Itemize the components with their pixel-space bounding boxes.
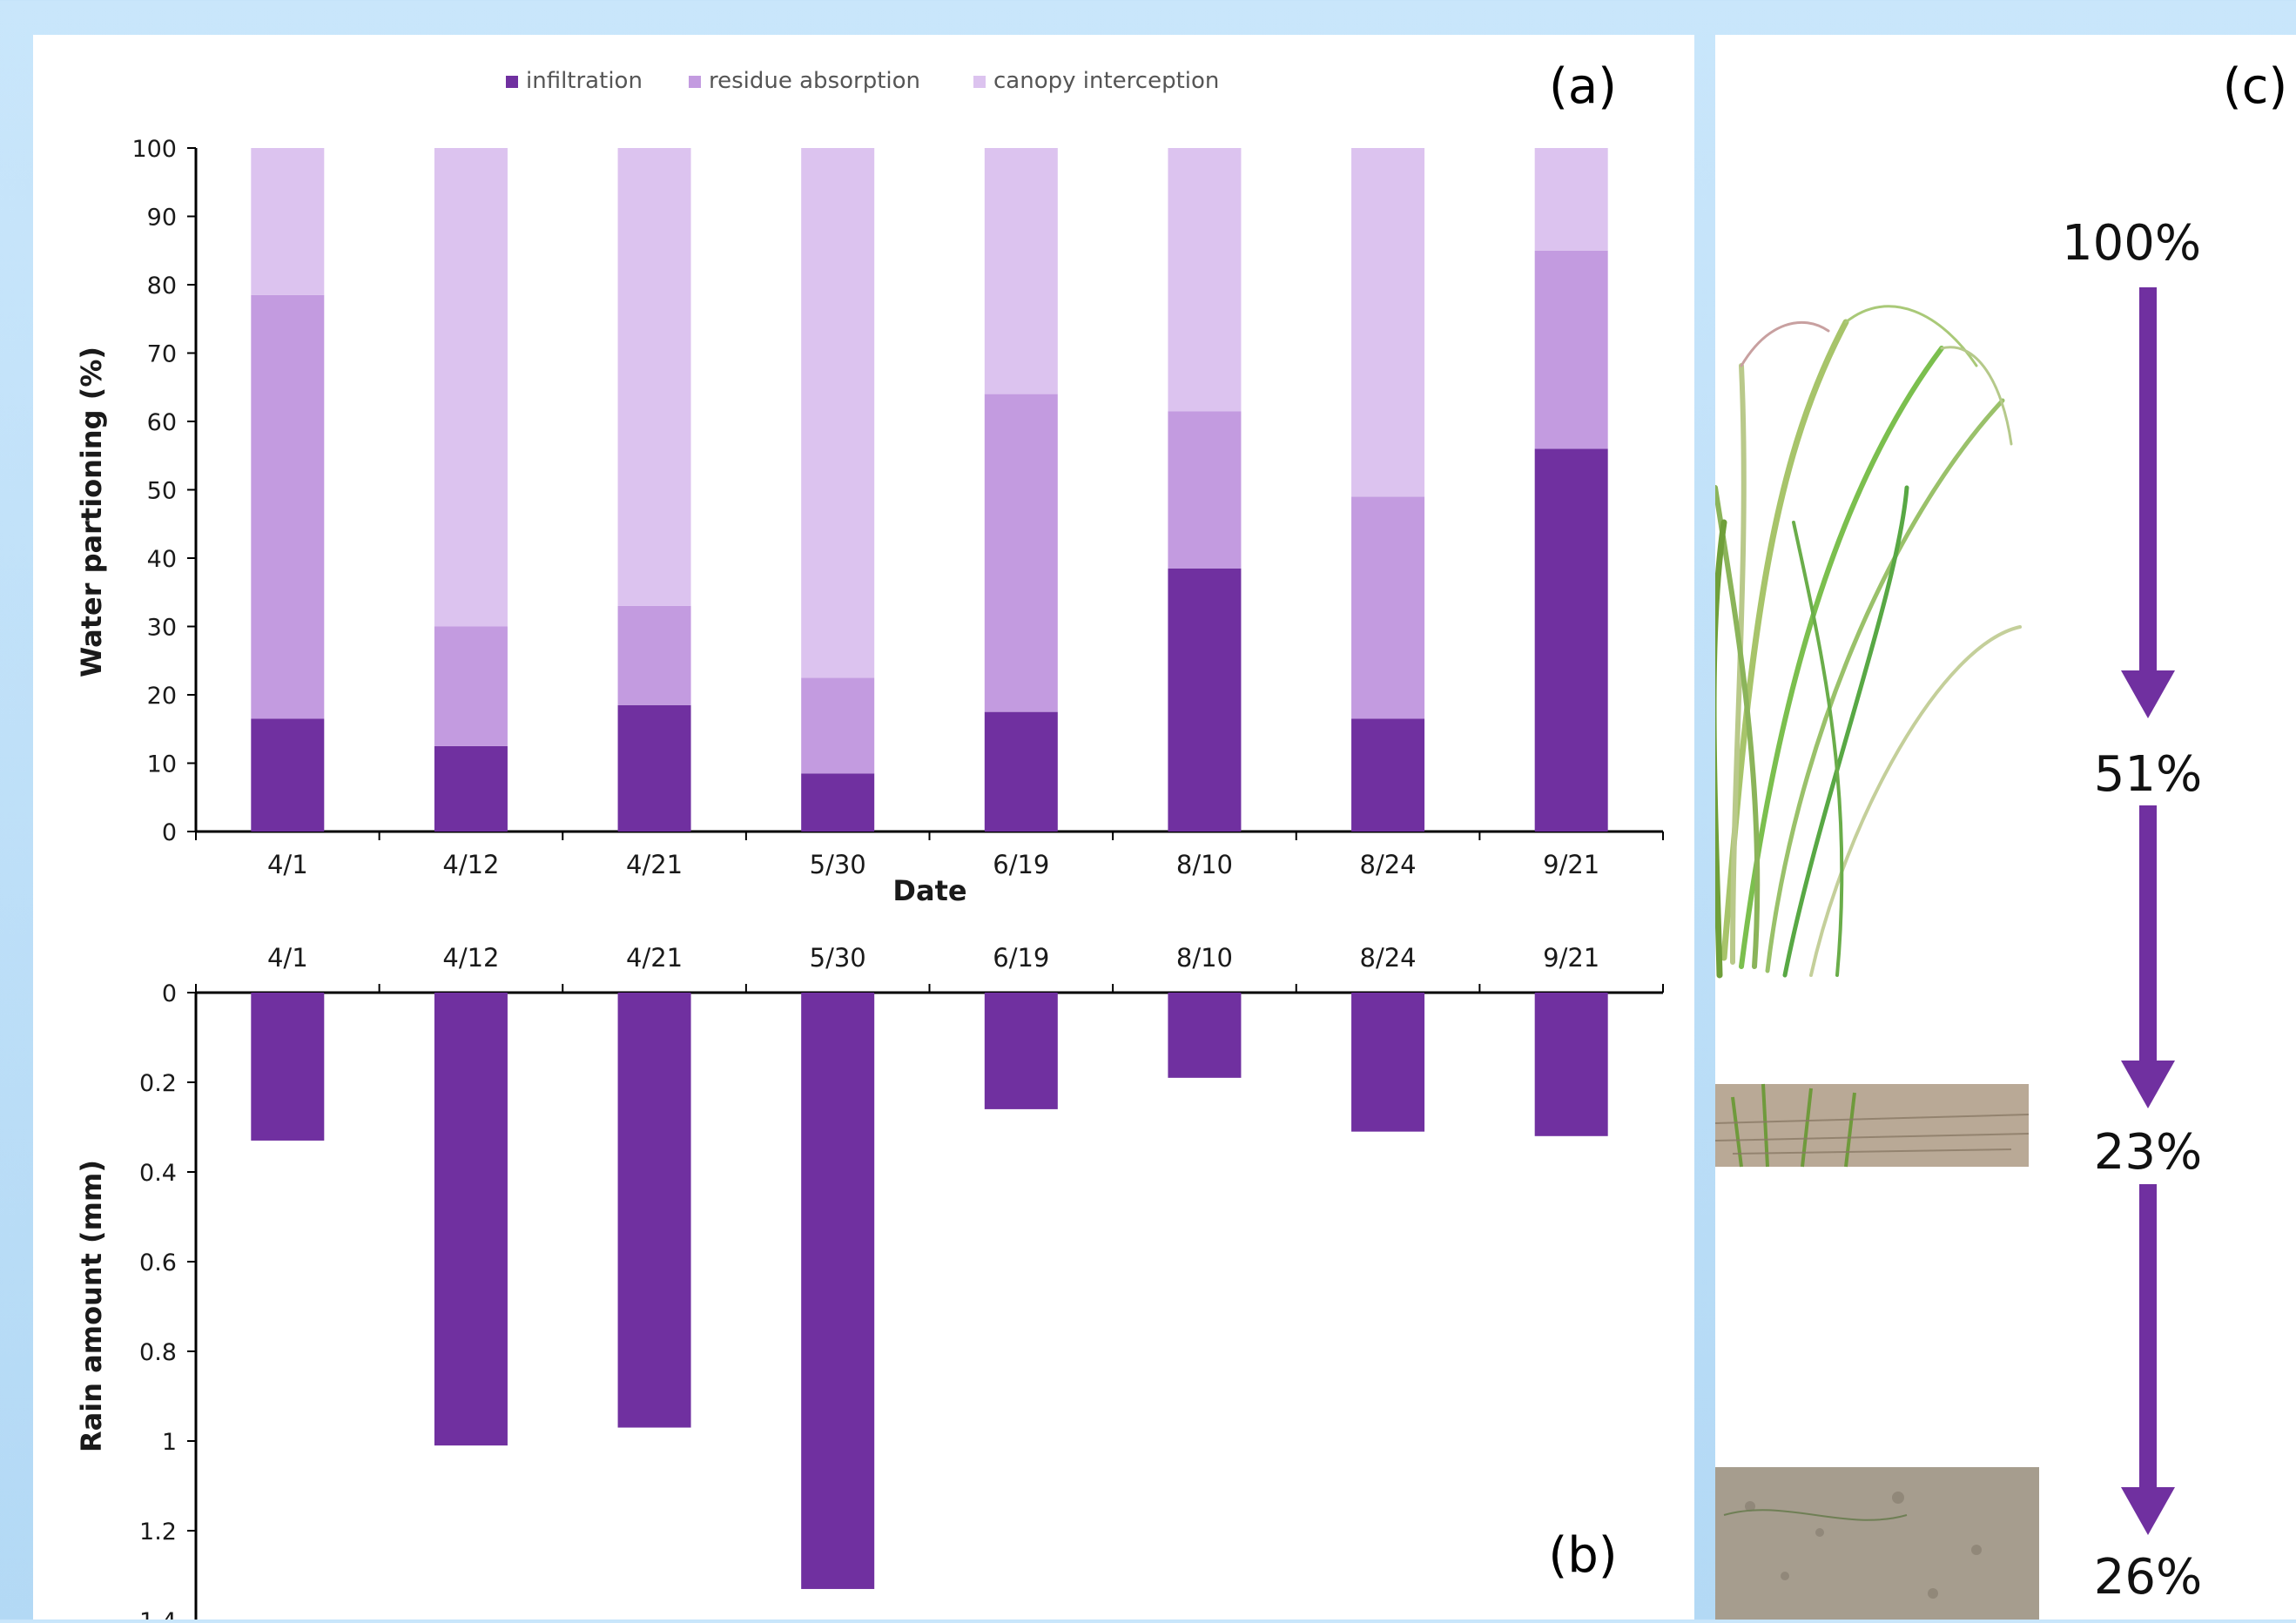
flow-arrow <box>2121 287 2175 718</box>
bar-rain <box>1168 993 1242 1078</box>
flow-arrow <box>2121 805 2175 1108</box>
y-tick-label-b: 0.6 <box>139 1249 177 1276</box>
y-tick-label-a: 90 <box>147 205 177 232</box>
y-tick-label-b: 1.4 <box>139 1608 177 1620</box>
y-axis-title-a: Water partioning (%) <box>75 347 108 677</box>
chart-b: 0 0.2 0.4 0.6 0.8 1 1.2 1.4 4/1 4/12 4/21 5/30 6/19 8… <box>139 943 1664 1623</box>
y-tick-label-b: 0.2 <box>139 1070 177 1097</box>
bar-segment-canopy-interception <box>801 148 875 678</box>
bar-segment-canopy-interception <box>617 148 691 606</box>
y-tick-label-a: 10 <box>147 751 177 778</box>
x-tick-label-b: 8/24 <box>1360 943 1417 973</box>
illustration-panel: (c) <box>1710 35 2296 1620</box>
bar-segment-residue-absorption <box>617 605 691 705</box>
x-tick-label-b: 4/12 <box>442 943 499 973</box>
bar-segment-residue-absorption <box>1534 250 1608 449</box>
chart-a: 0 10 20 30 40 50 60 70 80 90 100 4/1 4/12 4/21 5/30 6/1… <box>131 136 1664 879</box>
bar-segment-residue-absorption <box>434 626 508 746</box>
x-tick-label-a: 6/19 <box>993 850 1049 879</box>
bar-rain <box>1534 993 1608 1136</box>
x-tick-label-b: 5/30 <box>810 943 866 973</box>
legend-swatch-residue-absorption <box>689 76 701 88</box>
panel-label-a: (a) <box>1549 58 1617 115</box>
bar-segment-canopy-interception <box>984 148 1058 394</box>
panel-label-b: (b) <box>1548 1527 1617 1584</box>
percentage-100: 100% <box>2062 215 2201 272</box>
bar-segment-canopy-interception <box>251 148 325 295</box>
y-tick-label-b: 0.4 <box>139 1160 177 1187</box>
x-axis-title-a: Date <box>892 874 966 907</box>
rice-canopy-photo <box>1710 96 2029 993</box>
bar-segment-residue-absorption <box>251 294 325 719</box>
bar-rain <box>984 993 1058 1109</box>
x-tick-label-b: 6/19 <box>993 943 1049 973</box>
y-tick-label-b: 1.2 <box>139 1519 177 1546</box>
legend-label-residue-absorption: residue absorption <box>709 68 920 94</box>
bar-segment-residue-absorption <box>1168 411 1242 569</box>
y-tick-label-b: 0.8 <box>139 1339 177 1366</box>
bar-segment-infiltration <box>1168 568 1242 832</box>
bar-segment-canopy-interception <box>1168 148 1242 412</box>
panel-label-c: (c) <box>2223 58 2287 115</box>
legend-label-canopy-interception: canopy interception <box>993 68 1219 94</box>
flow-arrow <box>2121 1184 2175 1535</box>
bar-rain <box>1351 993 1425 1132</box>
crop-residue-photo <box>1714 1083 2030 1168</box>
y-tick-label-a: 40 <box>147 546 177 573</box>
x-tick-label-b: 9/21 <box>1543 943 1599 973</box>
bar-segment-infiltration <box>1534 448 1608 832</box>
x-tick-label-a: 5/30 <box>810 850 866 879</box>
y-axis-title-b: Rain amount (mm) <box>75 1160 108 1452</box>
chart-svg: infiltration residue absorption canopy i… <box>75 58 1664 1623</box>
bar-rain <box>434 993 508 1446</box>
bar-segment-infiltration <box>251 718 325 832</box>
x-tick-label-a: 9/21 <box>1543 850 1599 879</box>
bar-segment-infiltration <box>617 704 691 832</box>
percentage-26: 26% <box>2094 1549 2202 1606</box>
bar-segment-residue-absorption <box>801 677 875 774</box>
x-tick-label-b: 8/10 <box>1176 943 1233 973</box>
bar-segment-canopy-interception <box>434 148 508 627</box>
x-tick-label-a: 8/10 <box>1176 850 1233 879</box>
bar-segment-infiltration <box>801 773 875 832</box>
illustration-svg: (c) <box>1710 58 2287 1620</box>
bar-rain <box>801 993 875 1589</box>
x-tick-label-a: 4/21 <box>626 850 683 879</box>
x-tick-label-a: 4/1 <box>267 850 308 879</box>
y-tick-label-b: 1 <box>162 1429 177 1456</box>
bar-segment-residue-absorption <box>1351 496 1425 719</box>
bar-rain <box>617 993 691 1428</box>
bar-segment-canopy-interception <box>1351 148 1425 497</box>
y-tick-label-a: 30 <box>147 615 177 642</box>
bar-segment-residue-absorption <box>984 394 1058 712</box>
x-tick-label-a: 8/24 <box>1360 850 1417 879</box>
y-tick-label-a: 60 <box>147 409 177 436</box>
percentage-23: 23% <box>2094 1124 2202 1181</box>
bar-rain <box>251 993 325 1141</box>
x-tick-label-b: 4/1 <box>267 943 308 973</box>
y-tick-label-b: 0 <box>162 980 177 1007</box>
y-tick-label-a: 80 <box>147 273 177 300</box>
bare-soil-photo <box>1715 1467 2039 1620</box>
percentage-51: 51% <box>2094 746 2202 803</box>
bar-segment-infiltration <box>1351 718 1425 832</box>
legend: infiltration residue absorption canopy i… <box>506 68 1219 94</box>
y-tick-label-a: 20 <box>147 683 177 710</box>
bar-segment-canopy-interception <box>1534 148 1608 251</box>
x-tick-label-a: 4/12 <box>442 850 499 879</box>
x-tick-label-b: 4/21 <box>626 943 683 973</box>
flow-arrows <box>2121 287 2175 1535</box>
bar-segment-infiltration <box>984 711 1058 832</box>
y-tick-label-a: 100 <box>131 136 177 163</box>
bar-segment-infiltration <box>434 745 508 832</box>
legend-swatch-canopy-interception <box>973 76 986 88</box>
chart-panel: infiltration residue absorption canopy i… <box>33 35 1694 1623</box>
legend-label-infiltration: infiltration <box>526 68 643 94</box>
y-tick-label-a: 50 <box>147 478 177 505</box>
legend-swatch-infiltration <box>506 76 518 88</box>
y-tick-label-a: 70 <box>147 341 177 368</box>
y-tick-label-a: 0 <box>162 819 177 846</box>
